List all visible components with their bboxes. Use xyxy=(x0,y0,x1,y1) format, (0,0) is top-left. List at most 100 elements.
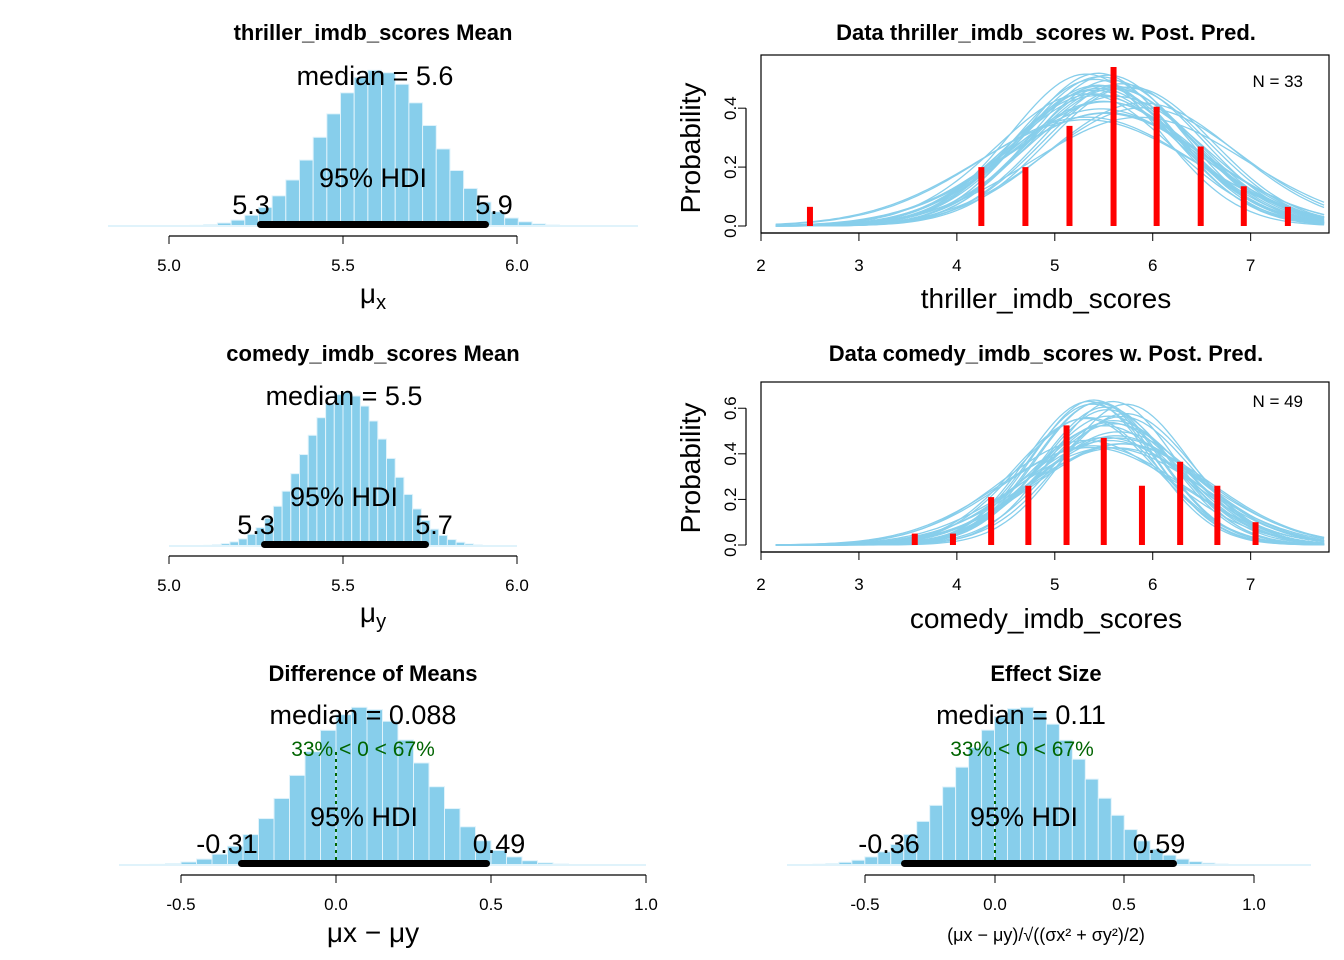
panel-mu-y-median-label: median = 5.5 xyxy=(266,381,423,411)
panel-mu-x-x-label-main: μ xyxy=(360,278,376,309)
panel-mu-y-histogram xyxy=(169,391,517,547)
pred-curve xyxy=(775,447,1325,546)
panel-mu-y-x-label-sub: y xyxy=(376,611,386,633)
panel-diff-x-label: μx − μy xyxy=(327,917,419,948)
panel-mu-y-x-label-main: μ xyxy=(360,597,376,628)
x-tick-label: 2 xyxy=(756,575,765,594)
pred-curve xyxy=(775,112,1325,227)
histogram-bar xyxy=(435,148,451,227)
panel-mu-x-x-label: μx xyxy=(360,278,386,314)
histogram-bar xyxy=(1019,706,1034,866)
panel-mu-y-hdi-high: 5.7 xyxy=(415,510,453,540)
y-tick-label: 0.2 xyxy=(721,488,740,512)
x-tick-label: 6 xyxy=(1148,575,1157,594)
panel-pp-x-y-ticks: 0.0 0.2 0.4 xyxy=(721,96,747,238)
pred-curve xyxy=(775,417,1325,546)
histogram-bar xyxy=(340,92,355,227)
panel-mu-y-hdi-low: 5.3 xyxy=(237,510,275,540)
histogram-bar xyxy=(1110,814,1125,866)
panel-mu-x-histogram xyxy=(108,69,638,227)
panel-pp-y-y-label: Probability xyxy=(675,403,706,534)
panel-diff-histogram xyxy=(119,706,646,866)
y-tick-label: 0.4 xyxy=(721,96,740,120)
panel-diff-hdi-high: 0.49 xyxy=(473,829,526,859)
panel-diff-comp-label: 33% < 0 < 67% xyxy=(291,738,435,761)
panel-effect-median-label: median = 0.11 xyxy=(936,700,1106,730)
histogram-bar xyxy=(428,786,445,866)
panel-mu-x-tick-label: 5.5 xyxy=(331,256,355,275)
panel-effect-hdi-bar xyxy=(901,860,1177,867)
panel-diff-hdi-low: -0.31 xyxy=(196,829,258,859)
x-tick-label: 4 xyxy=(952,575,961,594)
panel-mu-x-tick-label: 5.0 xyxy=(157,256,181,275)
histogram-bar xyxy=(942,786,957,866)
panel-mu-x-hdi-low: 5.3 xyxy=(232,190,270,220)
x-tick-label: 2 xyxy=(756,256,765,275)
panel-diff-hdi-bar xyxy=(238,860,490,867)
histogram-bar xyxy=(258,818,275,866)
panel-effect-hdi-high: 0.59 xyxy=(1133,829,1186,859)
pred-curve xyxy=(775,403,1325,546)
panel-pp-y-x-ticks: 2 3 4 5 6 7 xyxy=(756,551,1255,594)
y-tick-label: 0.0 xyxy=(721,214,740,238)
panel-mu-x-title: thriller_imdb_scores Mean xyxy=(234,20,513,45)
panel-effect-x-label: (μx − μy)/√((σx² + σy²)/2) xyxy=(947,925,1145,945)
x-tick-label: 4 xyxy=(952,256,961,275)
panel-pp-x-x-ticks: 2 3 4 5 6 7 xyxy=(756,232,1255,275)
panel-effect-title: Effect Size xyxy=(990,661,1101,686)
panel-diff-hdi-label: 95% HDI xyxy=(310,802,418,832)
pred-curve xyxy=(775,119,1325,225)
panel-diff-tick-label: -0.5 xyxy=(166,895,195,914)
x-tick-label: 5 xyxy=(1050,256,1059,275)
panel-pp-x-pred-curves xyxy=(775,72,1325,227)
panel-mu-y-tick-label: 6.0 xyxy=(505,576,529,595)
histogram-bar xyxy=(366,709,383,866)
x-tick-label: 6 xyxy=(1148,256,1157,275)
y-tick-label: 0.0 xyxy=(721,533,740,557)
panel-mu-x-hdi-label: 95% HDI xyxy=(319,163,427,193)
panel-diff: Difference of Means median = 0.088 33% <… xyxy=(119,661,658,948)
panel-pp-y-data-bars xyxy=(911,425,1259,545)
pred-curve xyxy=(775,443,1325,546)
x-tick-label: 3 xyxy=(854,575,863,594)
panel-diff-tick-label: 1.0 xyxy=(634,895,658,914)
histogram-bar xyxy=(351,395,361,547)
panel-effect: Effect Size median = 0.11 33% < 0 < 67% … xyxy=(787,661,1311,945)
histogram-bar xyxy=(403,493,414,547)
histogram-bar xyxy=(353,76,369,227)
panel-pp-x-title: Data thriller_imdb_scores w. Post. Pred. xyxy=(836,20,1256,45)
pred-curve xyxy=(775,425,1325,546)
panel-pp-y-n-label: N = 49 xyxy=(1252,392,1303,411)
panel-effect-hdi-label: 95% HDI xyxy=(970,802,1078,832)
histogram-bar xyxy=(298,159,314,227)
y-tick-label: 0.4 xyxy=(721,442,740,466)
panel-effect-comp-label: 33% < 0 < 67% xyxy=(950,738,1094,761)
histogram-bar xyxy=(1084,778,1099,866)
histogram-bar xyxy=(273,797,290,866)
histogram-bar xyxy=(955,766,970,866)
pred-curve xyxy=(775,87,1325,227)
histogram-bar xyxy=(285,179,300,227)
panel-pp-x-y-label: Probability xyxy=(675,83,706,214)
panel-mu-y-tick-label: 5.0 xyxy=(157,576,181,595)
panel-effect-tick-label: 0.5 xyxy=(1112,895,1136,914)
panel-effect-hdi-low: -0.36 xyxy=(858,829,920,859)
panel-mu-x-median-label: median = 5.6 xyxy=(297,61,454,91)
pred-curve xyxy=(775,423,1325,546)
histogram-bar xyxy=(444,808,461,866)
panel-pp-x: Data thriller_imdb_scores w. Post. Pred.… xyxy=(675,20,1330,314)
pred-curve xyxy=(775,445,1325,546)
panel-mu-x-hdi-high: 5.9 xyxy=(475,190,513,220)
x-tick-label: 7 xyxy=(1246,256,1255,275)
x-tick-label: 3 xyxy=(854,256,863,275)
panel-mu-y-x-ticks: 5.0 5.5 6.0 xyxy=(157,556,529,595)
panel-pp-y-x-label: comedy_imdb_scores xyxy=(910,603,1182,634)
panel-pp-x-data-bars xyxy=(806,66,1291,226)
panel-diff-tick-label: 0.5 xyxy=(479,895,503,914)
panel-effect-tick-label: -0.5 xyxy=(850,895,879,914)
panel-mu-y-hdi-bar xyxy=(261,541,429,548)
panel-mu-x-x-label-sub: x xyxy=(376,292,386,314)
histogram-bar xyxy=(333,394,344,547)
histogram-bar xyxy=(359,405,370,547)
